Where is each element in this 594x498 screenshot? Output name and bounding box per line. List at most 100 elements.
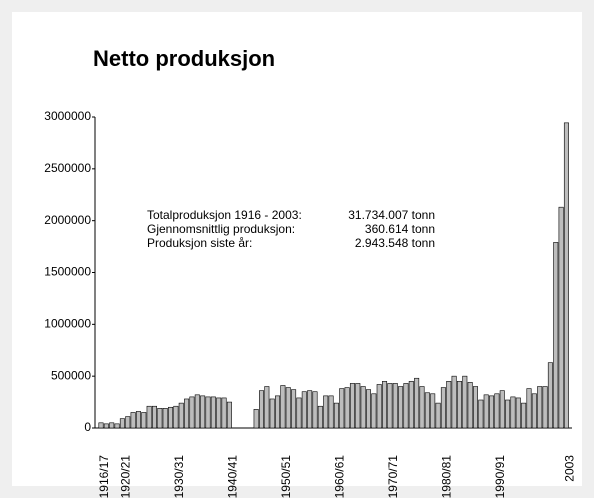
bar bbox=[435, 402, 441, 429]
bar bbox=[349, 383, 355, 429]
bar bbox=[371, 393, 377, 429]
bar bbox=[189, 396, 195, 429]
bar bbox=[376, 384, 382, 429]
bar bbox=[285, 387, 291, 429]
bar bbox=[440, 387, 446, 429]
bar bbox=[146, 405, 152, 429]
y-tick-label: 1500000 bbox=[44, 265, 91, 279]
x-tick-label: 1970/71 bbox=[386, 455, 400, 498]
bar bbox=[291, 389, 297, 429]
bar bbox=[200, 395, 206, 429]
bar bbox=[301, 391, 307, 429]
bar bbox=[168, 406, 174, 429]
x-tick-label: 1940/41 bbox=[226, 455, 240, 498]
bar bbox=[499, 390, 505, 429]
bar bbox=[178, 402, 184, 429]
bar bbox=[515, 397, 521, 429]
x-tick-label: 1916/17 bbox=[97, 455, 111, 498]
x-tick-label: 1930/31 bbox=[172, 455, 186, 498]
bar bbox=[269, 398, 275, 429]
bar bbox=[125, 416, 131, 429]
bar bbox=[531, 393, 537, 429]
bar bbox=[264, 386, 270, 429]
bar bbox=[258, 390, 264, 429]
x-tick-label: 1920/21 bbox=[119, 455, 133, 498]
x-tick-label: 2003 bbox=[563, 455, 577, 482]
bar bbox=[210, 396, 216, 429]
bar bbox=[103, 423, 109, 429]
y-tick-label: 3000000 bbox=[44, 109, 91, 123]
bar bbox=[339, 388, 345, 429]
bar bbox=[141, 412, 147, 429]
bar bbox=[456, 381, 462, 429]
bar bbox=[467, 382, 473, 429]
bar bbox=[98, 422, 104, 429]
bar bbox=[317, 405, 323, 429]
bar bbox=[221, 397, 227, 429]
annotation-value: 360.614 tonn bbox=[365, 222, 435, 236]
bar bbox=[307, 390, 313, 429]
chart-title: Netto produksjon bbox=[93, 46, 275, 71]
bar bbox=[205, 396, 211, 429]
bar bbox=[333, 402, 339, 429]
bar bbox=[547, 362, 553, 429]
annotation-value: 31.734.007 tonn bbox=[348, 208, 435, 222]
bar bbox=[521, 402, 527, 429]
annotation-value: 2.943.548 tonn bbox=[355, 236, 435, 250]
bar bbox=[446, 381, 452, 429]
bar bbox=[419, 386, 425, 429]
bar bbox=[296, 397, 302, 429]
x-tick-label: 1950/51 bbox=[279, 455, 293, 498]
bar bbox=[462, 375, 468, 429]
bar bbox=[226, 401, 232, 429]
bar bbox=[109, 422, 115, 429]
y-tick-label: 2000000 bbox=[44, 213, 91, 227]
bar bbox=[414, 377, 420, 429]
bar bbox=[392, 383, 398, 429]
bar bbox=[162, 408, 168, 429]
y-tick-label: 0 bbox=[84, 420, 91, 434]
bar bbox=[403, 383, 409, 429]
bar bbox=[280, 385, 286, 429]
bar bbox=[216, 397, 222, 429]
x-tick-label: 1980/81 bbox=[440, 455, 454, 498]
bar bbox=[152, 405, 158, 429]
bar bbox=[558, 206, 564, 429]
bar bbox=[253, 409, 259, 429]
y-tick-label: 2500000 bbox=[44, 161, 91, 175]
bar bbox=[114, 423, 120, 429]
bar bbox=[478, 399, 484, 429]
bar bbox=[526, 388, 532, 429]
bar bbox=[312, 391, 318, 429]
bar bbox=[119, 418, 125, 429]
bar bbox=[398, 386, 404, 429]
bar bbox=[157, 408, 163, 429]
bar bbox=[505, 399, 511, 429]
x-tick-label: 1960/61 bbox=[333, 455, 347, 498]
bar bbox=[365, 389, 371, 429]
bar bbox=[494, 393, 500, 429]
bar bbox=[360, 386, 366, 429]
y-tick-label: 500000 bbox=[51, 368, 91, 382]
bar bbox=[563, 122, 569, 429]
bar bbox=[344, 387, 350, 429]
annotation-label: Totalproduksjon 1916 - 2003: bbox=[147, 208, 302, 222]
annotation-label: Produksjon siste år: bbox=[147, 236, 252, 250]
bar bbox=[451, 375, 457, 429]
bar bbox=[130, 412, 136, 429]
bar bbox=[510, 396, 516, 429]
bar bbox=[489, 395, 495, 429]
annotation-label: Gjennomsnittlig produksjon: bbox=[147, 222, 295, 236]
bar bbox=[483, 394, 489, 429]
bar bbox=[387, 383, 393, 429]
bar bbox=[135, 411, 141, 429]
bar bbox=[408, 381, 414, 429]
bar bbox=[537, 386, 543, 429]
bar bbox=[424, 392, 430, 429]
bar bbox=[323, 395, 329, 429]
bar bbox=[382, 381, 388, 429]
bar bbox=[275, 395, 281, 429]
bar bbox=[553, 242, 559, 429]
bar bbox=[472, 386, 478, 429]
